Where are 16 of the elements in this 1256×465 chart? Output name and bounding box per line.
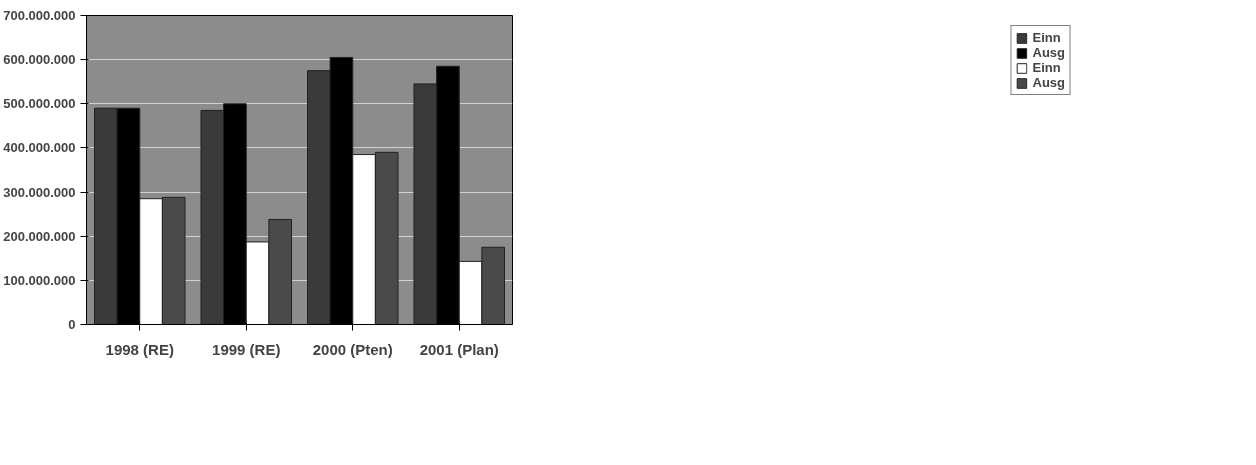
y-tick-label: 300.000.000 bbox=[3, 184, 76, 200]
x-tick-label: 2000 (Pten) bbox=[312, 340, 393, 358]
y-tick-label: 500.000.000 bbox=[3, 96, 76, 112]
y-tick-label: 200.000.000 bbox=[3, 228, 76, 244]
y-tick-label: 600.000.000 bbox=[3, 52, 76, 68]
legend-label: Einn bbox=[1032, 30, 1061, 45]
x-tick-label: 1999 (RE) bbox=[212, 340, 281, 358]
x-tick-label: 1998 (RE) bbox=[105, 340, 174, 358]
y-tick-label: 400.000.000 bbox=[3, 140, 76, 156]
x-tick-label: 2001 (Plan) bbox=[419, 340, 499, 358]
legend-label: Ausg bbox=[1032, 75, 1065, 90]
legend-label: Ausg bbox=[1032, 45, 1065, 60]
y-tick-label: 100.000.000 bbox=[3, 272, 76, 288]
legend-label: Einn bbox=[1032, 60, 1061, 75]
y-tick-label: 0 bbox=[68, 317, 76, 332]
y-tick-label: 700.000.000 bbox=[3, 8, 76, 23]
